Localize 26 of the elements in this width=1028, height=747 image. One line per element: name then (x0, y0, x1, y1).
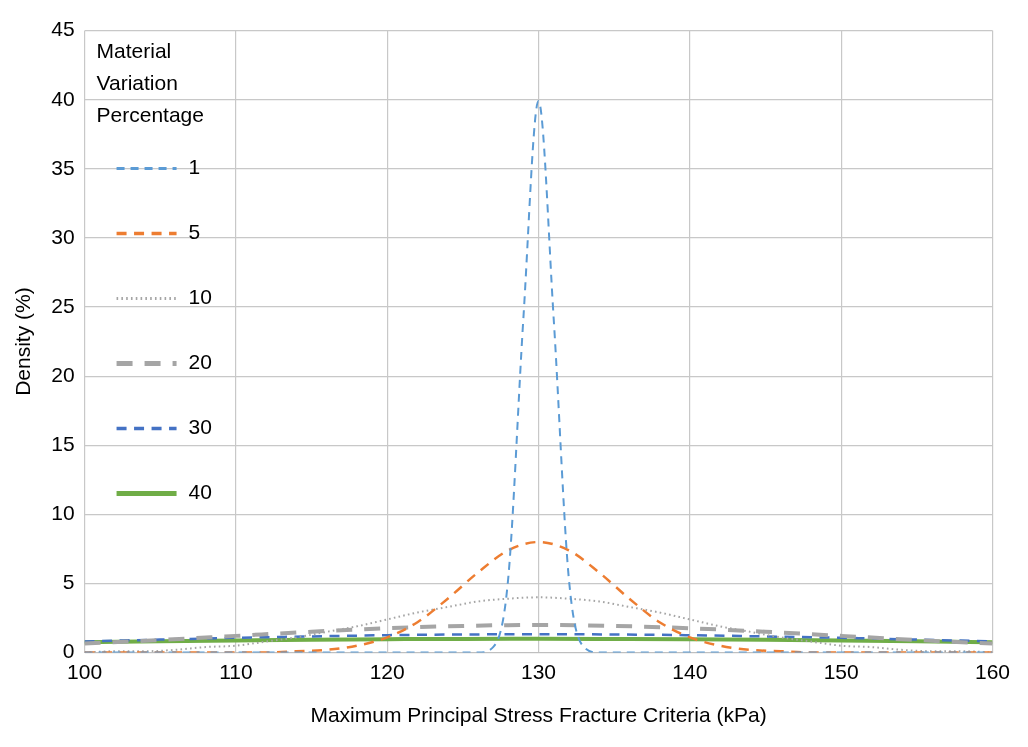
y-tick-label: 35 (51, 155, 75, 179)
y-tick-label: 10 (51, 501, 75, 525)
x-tick-label: 110 (219, 660, 253, 683)
x-tick-label: 150 (823, 660, 859, 683)
y-tick-label: 20 (51, 362, 75, 386)
legend-label: 40 (188, 480, 212, 504)
x-tick-label: 120 (369, 660, 405, 683)
y-tick-label: 5 (62, 570, 75, 594)
x-tick-label: 130 (521, 660, 557, 683)
legend-label: 5 (188, 220, 201, 244)
legend-title: Material Variation Percentage (96, 39, 204, 127)
y-tick-label: 25 (51, 293, 75, 317)
x-tick-label: 140 (672, 660, 708, 683)
legend-label: 30 (188, 415, 212, 439)
y-tick-label: 45 (51, 17, 75, 41)
x-tick-label: 160 (974, 660, 1010, 683)
legend-label: 1 (188, 155, 201, 179)
legend-label: 10 (188, 285, 212, 309)
y-axis-title: Density (%) (11, 287, 35, 396)
y-tick-label: 15 (51, 432, 75, 456)
y-tick-label: 30 (51, 224, 75, 248)
x-tick-label: 100 (67, 660, 103, 683)
x-axis-title: Maximum Principal Stress Fracture Criteria (kPa) (310, 703, 767, 727)
y-tick-label: 40 (51, 86, 75, 110)
legend-label: 20 (188, 350, 212, 374)
y-tick-label: 0 (62, 639, 75, 663)
